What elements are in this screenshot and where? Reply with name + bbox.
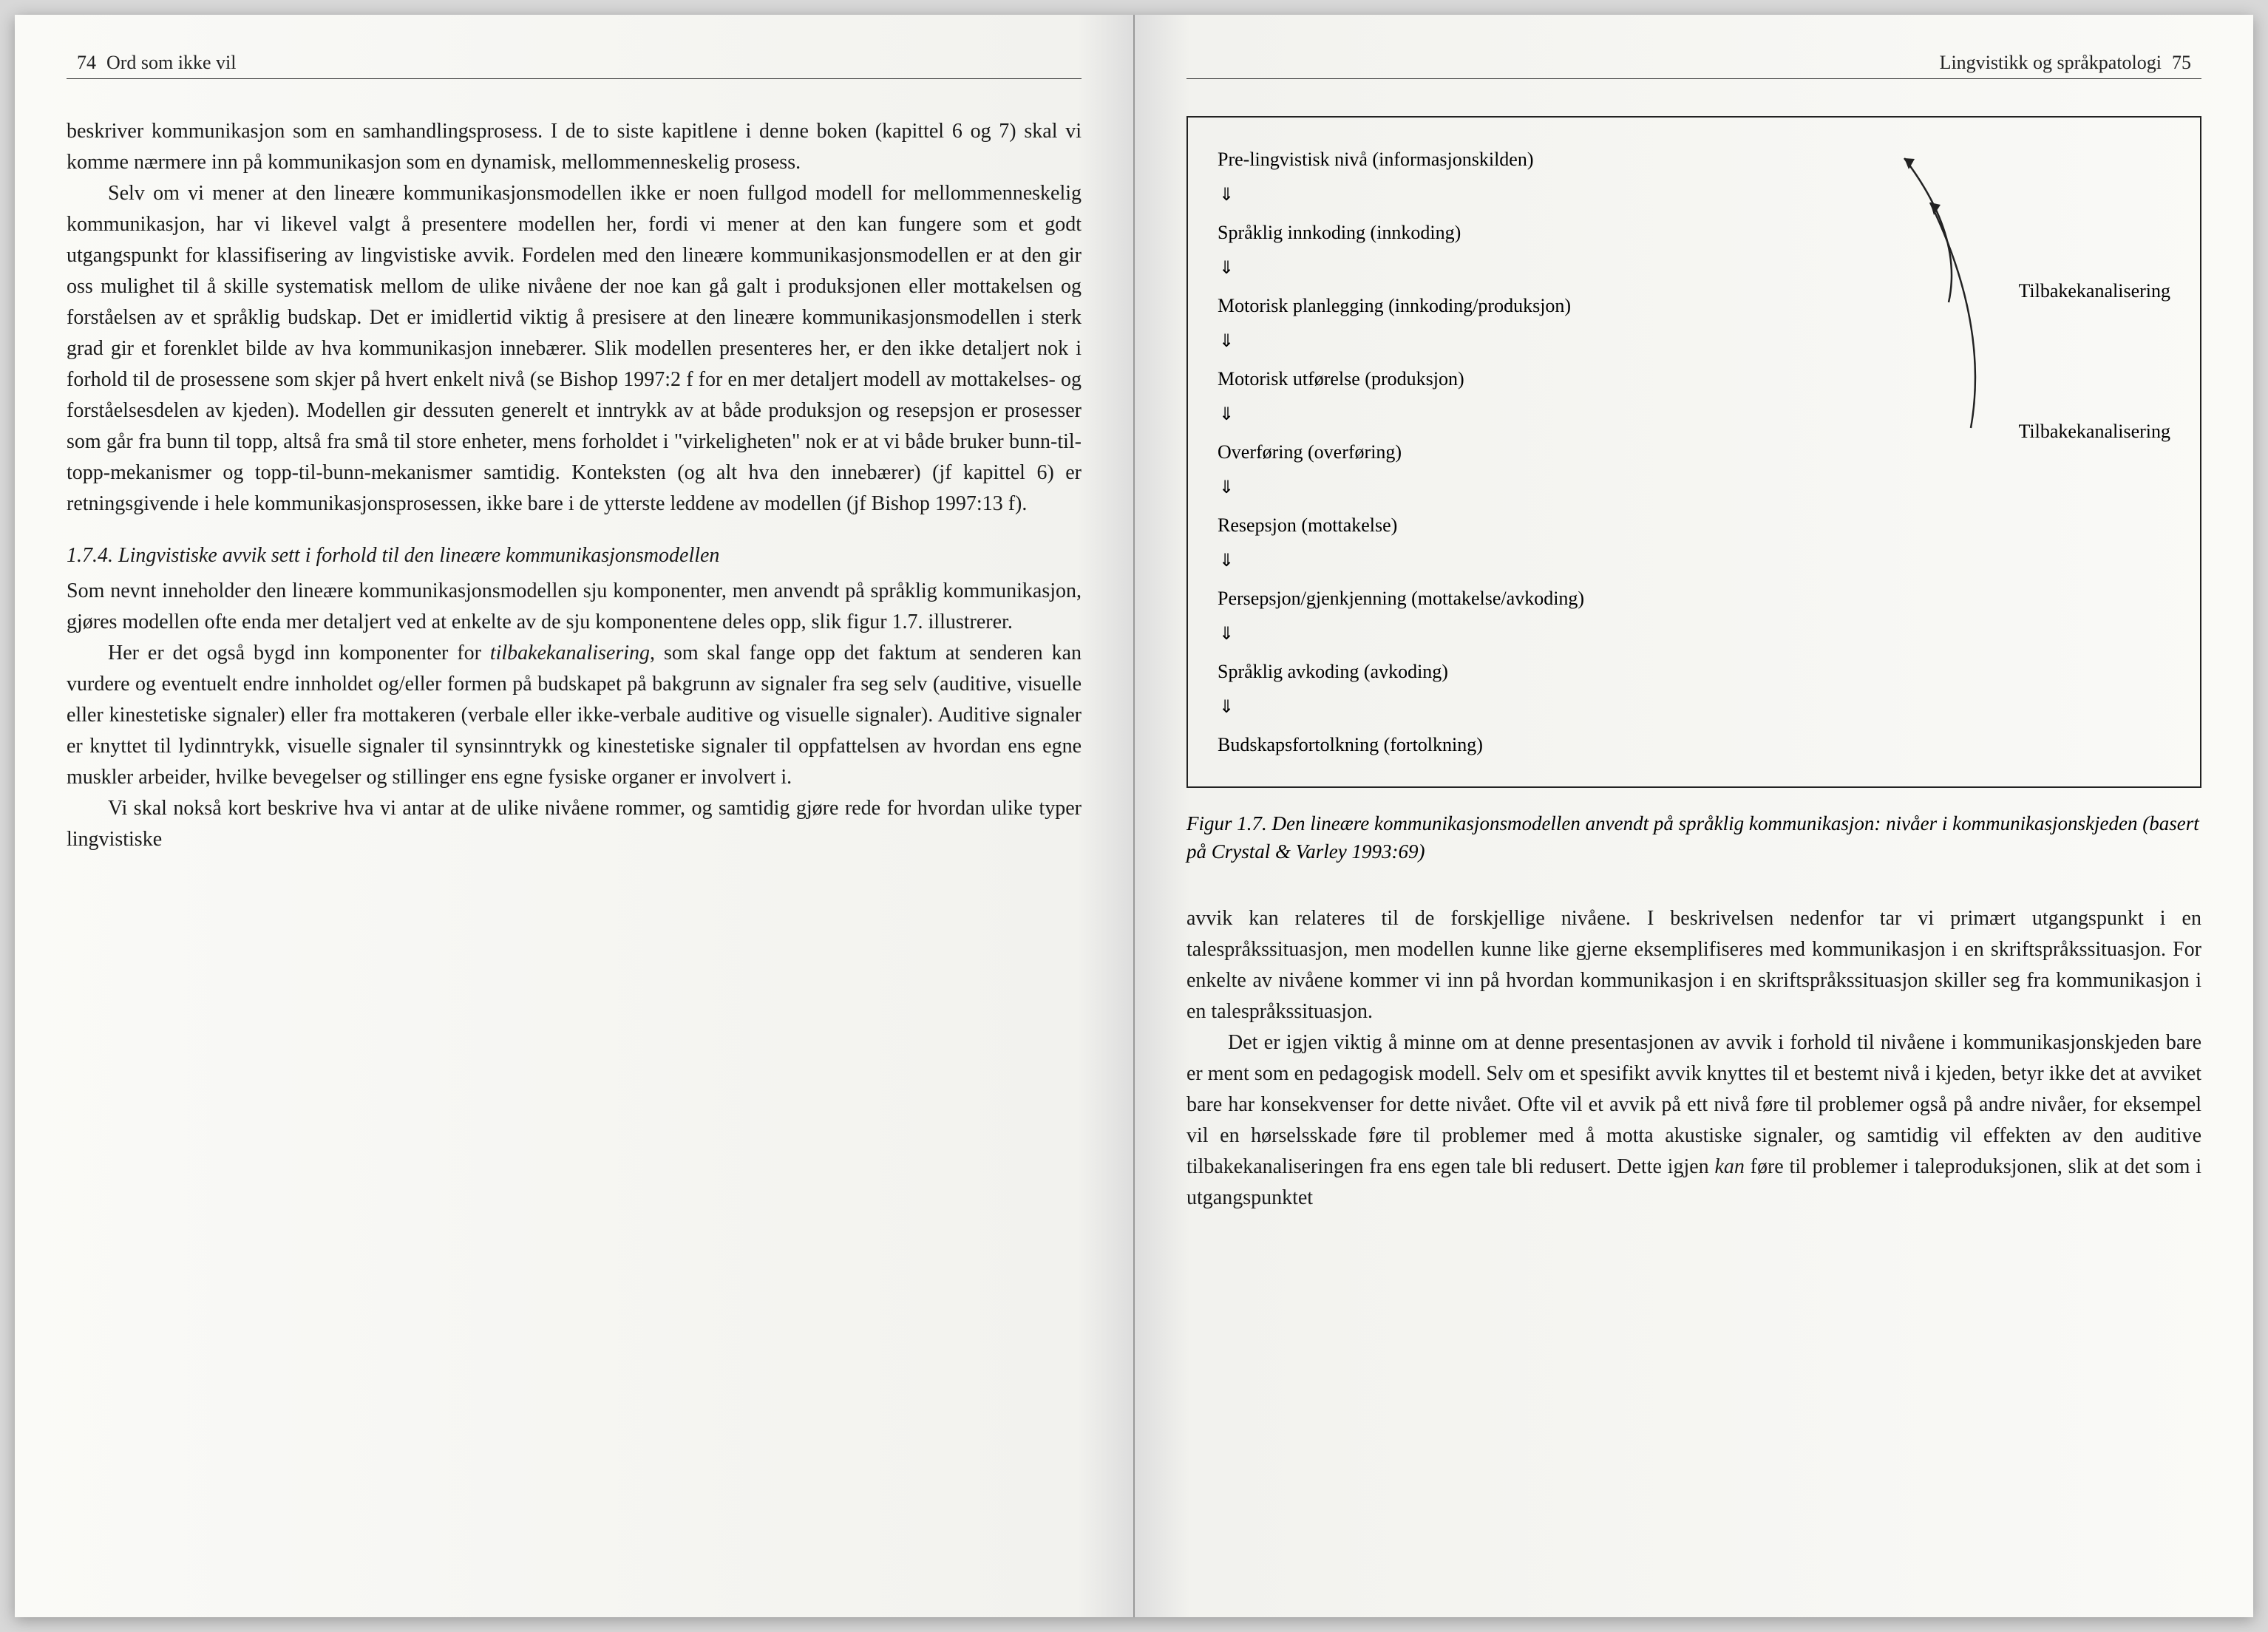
paragraph: beskriver kommunikasjon som en samhandli… xyxy=(67,116,1082,178)
stage-list: Pre-lingvistisk nivå (informasjonskilden… xyxy=(1218,140,1584,764)
down-arrow-icon: ⇓ xyxy=(1219,179,1584,213)
paragraph: Vi skal nokså kort beskrive hva vi antar… xyxy=(67,793,1082,855)
page-left: 74 Ord som ikke vil beskriver kommunikas… xyxy=(15,15,1135,1617)
italic-term: tilbakekanalisering xyxy=(490,642,650,664)
feedback-arrow-icon xyxy=(1904,191,1993,435)
down-arrow-icon: ⇓ xyxy=(1219,325,1584,359)
book-spread: 74 Ord som ikke vil beskriver kommunikas… xyxy=(15,15,2253,1617)
body-text-right: avvik kan relateres til de forskjellige … xyxy=(1186,903,2201,1214)
down-arrow-icon: ⇓ xyxy=(1219,545,1584,579)
running-head-title: Ord som ikke vil xyxy=(106,52,237,74)
figure-caption: Figur 1.7. Den lineære kommunikasjonsmod… xyxy=(1186,810,2201,866)
stage: Resepsjon (mottakelse) xyxy=(1218,507,1584,543)
paragraph: Det er igjen viktig å minne om at denne … xyxy=(1186,1027,2201,1214)
stage: Overføring (overføring) xyxy=(1218,434,1584,470)
text-run: Her er det også bygd inn komponenter for xyxy=(108,642,490,664)
paragraph: avvik kan relateres til de forskjellige … xyxy=(1186,903,2201,1027)
figure-box: Pre-lingvistisk nivå (informasjonskilden… xyxy=(1186,116,2201,788)
down-arrow-icon: ⇓ xyxy=(1219,472,1584,506)
stage: Pre-lingvistisk nivå (informasjonskilden… xyxy=(1218,141,1584,177)
down-arrow-icon: ⇓ xyxy=(1219,618,1584,652)
stage: Motorisk planlegging (innkoding/produksj… xyxy=(1218,288,1584,324)
running-head-title: Lingvistikk og språkpatologi xyxy=(1940,52,2162,74)
down-arrow-icon: ⇓ xyxy=(1219,691,1584,725)
running-head-left: 74 Ord som ikke vil xyxy=(67,52,1082,79)
stage: Motorisk utførelse (produksjon) xyxy=(1218,361,1584,397)
italic-term: kan xyxy=(1714,1155,1744,1178)
page-right: Lingvistikk og språkpatologi 75 Pre-ling… xyxy=(1135,15,2253,1617)
paragraph: Her er det også bygd inn komponenter for… xyxy=(67,638,1082,793)
section-heading: 1.7.4. Lingvistiske avvik sett i forhold… xyxy=(67,540,1082,571)
running-head-right: Lingvistikk og språkpatologi 75 xyxy=(1186,52,2201,79)
paragraph: Selv om vi mener at den lineære kommunik… xyxy=(67,178,1082,520)
page-number: 75 xyxy=(2172,52,2191,74)
down-arrow-icon: ⇓ xyxy=(1219,398,1584,432)
stage: Persepsjon/gjenkjenning (mottakelse/avko… xyxy=(1218,580,1584,616)
page-number: 74 xyxy=(77,52,96,74)
stage: Budskapsfortolkning (fortolkning) xyxy=(1218,727,1584,763)
body-text-left: beskriver kommunikasjon som en samhandli… xyxy=(67,116,1082,855)
paragraph: Som nevnt inneholder den lineære kommuni… xyxy=(67,576,1082,638)
down-arrow-icon: ⇓ xyxy=(1219,252,1584,286)
stage: Språklig avkoding (avkoding) xyxy=(1218,653,1584,690)
stage: Språklig innkoding (innkoding) xyxy=(1218,214,1584,251)
feedback-label: Tilbakekanalisering xyxy=(2018,413,2170,449)
feedback-label: Tilbakekanalisering xyxy=(2018,273,2170,309)
